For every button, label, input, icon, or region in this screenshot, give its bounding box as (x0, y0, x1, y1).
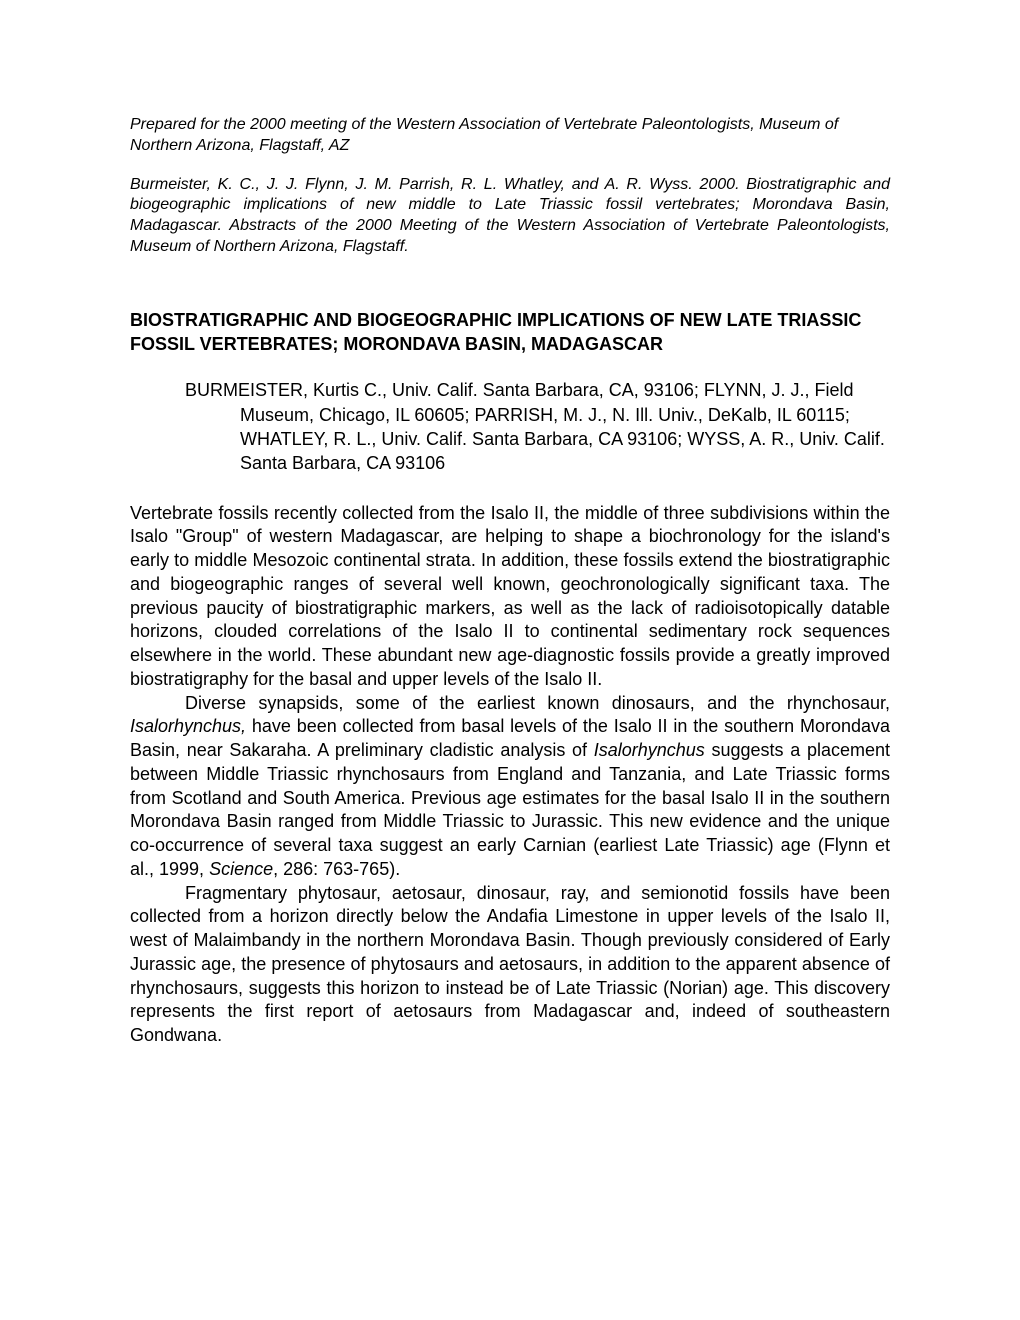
authors-text: BURMEISTER, Kurtis C., Univ. Calif. Sant… (185, 380, 885, 473)
citation-block: Burmeister, K. C., J. J. Flynn, J. M. Pa… (130, 175, 890, 258)
taxon-name-1: Isalorhynchus, (130, 716, 246, 736)
paragraph-3: Fragmentary phytosaur, aetosaur, dinosau… (130, 882, 890, 1048)
abstract-body: Vertebrate fossils recently collected fr… (130, 502, 890, 1048)
paragraph-1: Vertebrate fossils recently collected fr… (130, 502, 890, 692)
document-page: Prepared for the 2000 meeting of the Wes… (0, 0, 1020, 1148)
journal-name: Science (209, 859, 273, 879)
para2-text-a: Diverse synapsids, some of the earliest … (185, 693, 890, 713)
para2-text-d: , 286: 763-765). (273, 859, 400, 879)
authors-block: BURMEISTER, Kurtis C., Univ. Calif. Sant… (185, 378, 890, 475)
paragraph-2: Diverse synapsids, some of the earliest … (130, 692, 890, 882)
abstract-title: BIOSTRATIGRAPHIC AND BIOGEOGRAPHIC IMPLI… (130, 308, 890, 357)
prepared-note: Prepared for the 2000 meeting of the Wes… (130, 115, 890, 157)
taxon-name-2: Isalorhynchus (594, 740, 705, 760)
